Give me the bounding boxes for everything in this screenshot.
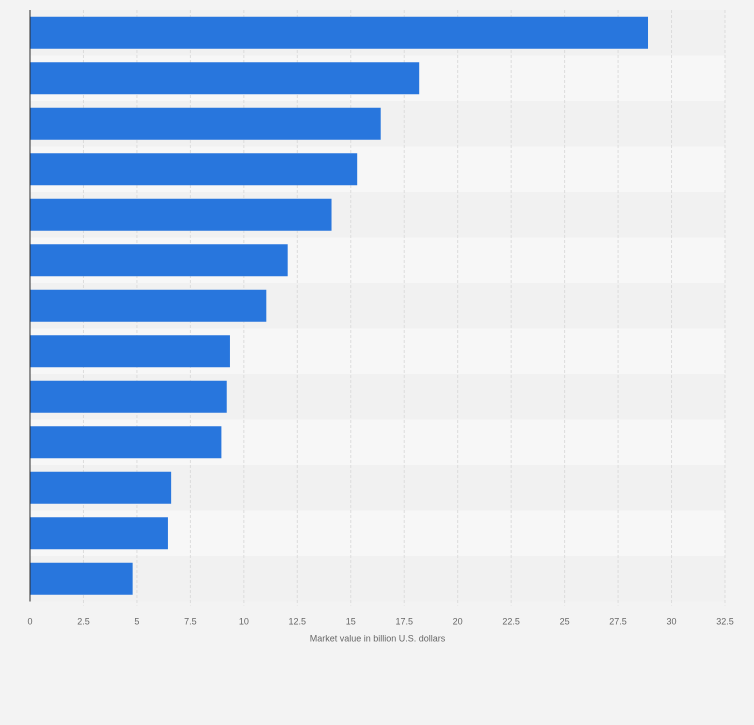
x-tick-labels: 0 2.5 5 7.5 10 12.5 15 17.5 20 22.5 25 27.5 30 32.5 — [27, 617, 733, 627]
x-tick-label: 15 — [346, 617, 356, 627]
x-tick-label: 0 — [27, 617, 32, 627]
x-tick-label: 2.5 — [77, 617, 90, 627]
bar[interactable] — [30, 153, 358, 186]
x-tick-label: 27.5 — [609, 617, 627, 627]
bar[interactable] — [30, 335, 230, 368]
bar[interactable] — [30, 289, 267, 322]
bar[interactable] — [30, 244, 288, 277]
gridlines — [82, 10, 726, 606]
x-tick-label: 17.5 — [395, 617, 413, 627]
bar[interactable] — [30, 62, 420, 95]
x-tick-label: 5 — [134, 617, 139, 627]
x-tick-label: 10 — [239, 617, 249, 627]
bar[interactable] — [30, 198, 332, 231]
row-band — [30, 556, 725, 602]
x-tick-label: 30 — [667, 617, 677, 627]
x-tick-label: 20 — [453, 617, 463, 627]
bar[interactable] — [30, 562, 133, 595]
bars — [30, 16, 649, 595]
bar[interactable] — [30, 107, 381, 140]
x-tick-label: 32.5 — [716, 617, 734, 627]
x-tick-label: 12.5 — [289, 617, 307, 627]
bar[interactable] — [30, 426, 222, 459]
bar[interactable] — [30, 517, 168, 550]
bar[interactable] — [30, 380, 227, 413]
x-tick-label: 25 — [560, 617, 570, 627]
x-axis-label: Market value in billion U.S. dollars — [310, 634, 446, 644]
bar[interactable] — [30, 471, 172, 504]
x-tick-label: 7.5 — [184, 617, 197, 627]
bar[interactable] — [30, 16, 649, 49]
x-tick-label: 22.5 — [502, 617, 520, 627]
